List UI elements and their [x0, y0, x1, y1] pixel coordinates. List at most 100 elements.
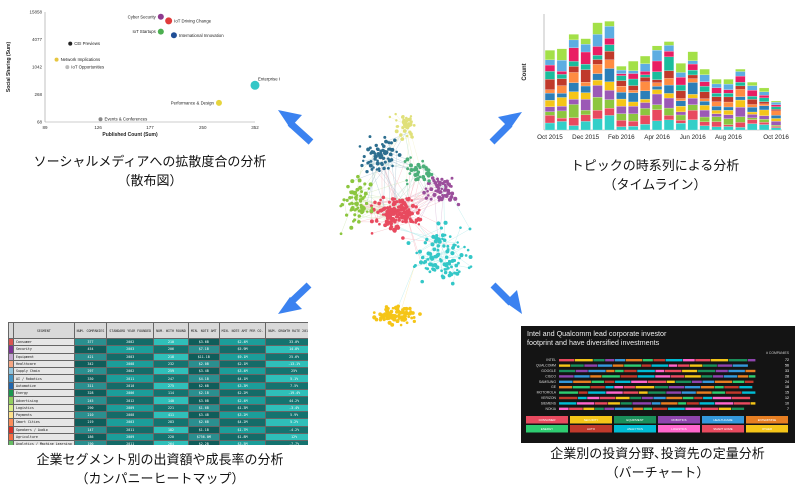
heatmap-row-swatch: [8, 352, 14, 361]
investor-bar-segment: [732, 396, 751, 400]
network-node: [439, 226, 443, 230]
investor-bar-segment: [699, 402, 715, 405]
heatmap-value-cell: -3.4%: [265, 403, 308, 412]
network-node: [429, 187, 434, 192]
timeline-bar: [568, 34, 579, 131]
investor-bar-segment: [570, 364, 584, 367]
timeline-bar-segment: [616, 66, 627, 71]
heatmap-row: Healthcare 342 2008 232 $2.0B $2.1M -13.1%: [8, 359, 308, 369]
heatmap-value-cell: $2.0B: [187, 359, 220, 369]
network-node: [463, 245, 466, 249]
investor-legend-swatch: [614, 416, 656, 424]
investor-bar-segment: [655, 375, 671, 378]
network-edge: [402, 167, 416, 208]
investor-bar-segment: [715, 369, 728, 373]
scatter-y-tick: 68: [37, 120, 43, 125]
network-node: [388, 115, 392, 119]
network-node: [369, 159, 373, 163]
investor-bar-segment: [724, 386, 739, 389]
investor-bar-segment: [731, 407, 745, 410]
network-node: [390, 315, 395, 320]
network-node: [360, 190, 364, 194]
investor-bar-segment: [681, 391, 696, 394]
network-node: [378, 209, 382, 212]
investor-bar-segment: [695, 359, 711, 362]
network-node: [358, 145, 362, 148]
scatter-caption: ソーシャルメディアへの拡散度合の分析 （散布図）: [10, 153, 290, 191]
network-node: [369, 219, 374, 224]
network-node: [441, 193, 444, 197]
network-node: [372, 311, 376, 314]
investor-bar-segment: [559, 407, 569, 410]
network-node: [443, 180, 447, 184]
timeline-bar-segment: [723, 79, 734, 85]
network-node: [386, 313, 391, 318]
heatmap-value-cell: 454: [73, 345, 108, 354]
network-edge: [370, 165, 385, 209]
investor-bar-segment: [559, 364, 571, 367]
network-node: [345, 198, 349, 202]
arrow-top-left-icon: [278, 110, 314, 145]
network-node: [394, 129, 399, 134]
heatmap-value-cell: $1.8M: [218, 432, 267, 442]
network-node: [368, 182, 373, 187]
network-edge: [416, 252, 436, 266]
investor-bar-segment: [614, 407, 633, 410]
heatmap-row-swatch: [8, 381, 14, 391]
investor-bar-segment: [620, 375, 637, 378]
heatmap-value-cell: $1.3M: [218, 403, 267, 412]
network-node: [353, 192, 357, 196]
network-node: [412, 316, 416, 319]
network-node: [348, 202, 352, 206]
network-edge: [383, 168, 402, 211]
network-node: [394, 211, 398, 215]
network-edge: [353, 165, 363, 209]
network-nodes: [339, 112, 473, 327]
arrow-bottom-left-icon: [278, 282, 312, 314]
investor-bar-segment: [559, 386, 573, 389]
network-node: [417, 223, 421, 226]
network-node: [355, 203, 359, 207]
heatmap-value-cell: 330: [73, 374, 108, 383]
network-node: [442, 238, 447, 242]
heatmap-row: Consumer 377 2002 210 $3.6B $2.4M 33.0%: [8, 337, 308, 347]
network-node: [414, 221, 418, 224]
investor-bar-segment: [700, 386, 715, 389]
network-node: [378, 169, 381, 173]
network-node: [424, 166, 428, 170]
network-node: [403, 203, 408, 207]
network-node: [359, 194, 363, 198]
timeline-bar-segment: [663, 41, 674, 46]
scatter-caption-line1: ソーシャルメディアへの拡散度合の分析: [33, 155, 267, 170]
network-node: [444, 255, 449, 260]
investor-bar-segment: [594, 407, 604, 410]
network-node: [373, 157, 377, 161]
scatter-point: [250, 80, 260, 90]
network-node: [361, 159, 365, 163]
investor-bar-segment: [559, 359, 575, 362]
investor-bar-segment: [747, 359, 756, 362]
network-node: [428, 262, 433, 267]
network-node: [377, 201, 381, 206]
timeline-x-tick: Oct 2016: [763, 134, 789, 141]
timeline-x-tick: Aug 2016: [715, 134, 742, 141]
heatmap-row-swatch: [8, 418, 14, 427]
heatmap-value-cell: 421: [73, 352, 108, 361]
timeline-chart: Count Oct 2015 Dec 2015 Feb 2016 Apr 2016 Jun…: [522, 14, 789, 141]
network-node: [439, 258, 442, 261]
network-node: [404, 310, 409, 315]
network-node: [373, 200, 377, 205]
network-edge: [408, 227, 442, 244]
network-node: [380, 161, 384, 166]
arrow-bottom-right-icon: [490, 282, 522, 314]
network-edge: [419, 244, 433, 252]
investor-row-label: VERIZON: [541, 396, 557, 400]
network-node: [370, 232, 374, 235]
scatter-y-tick: 4077: [32, 37, 43, 42]
timeline-bar-segment: [735, 68, 746, 72]
timeline-bar: [723, 79, 734, 131]
network-node: [406, 182, 409, 186]
network-edge: [416, 252, 436, 266]
scatter-point-label: IoT Startups: [132, 29, 155, 34]
network-node: [456, 245, 460, 249]
